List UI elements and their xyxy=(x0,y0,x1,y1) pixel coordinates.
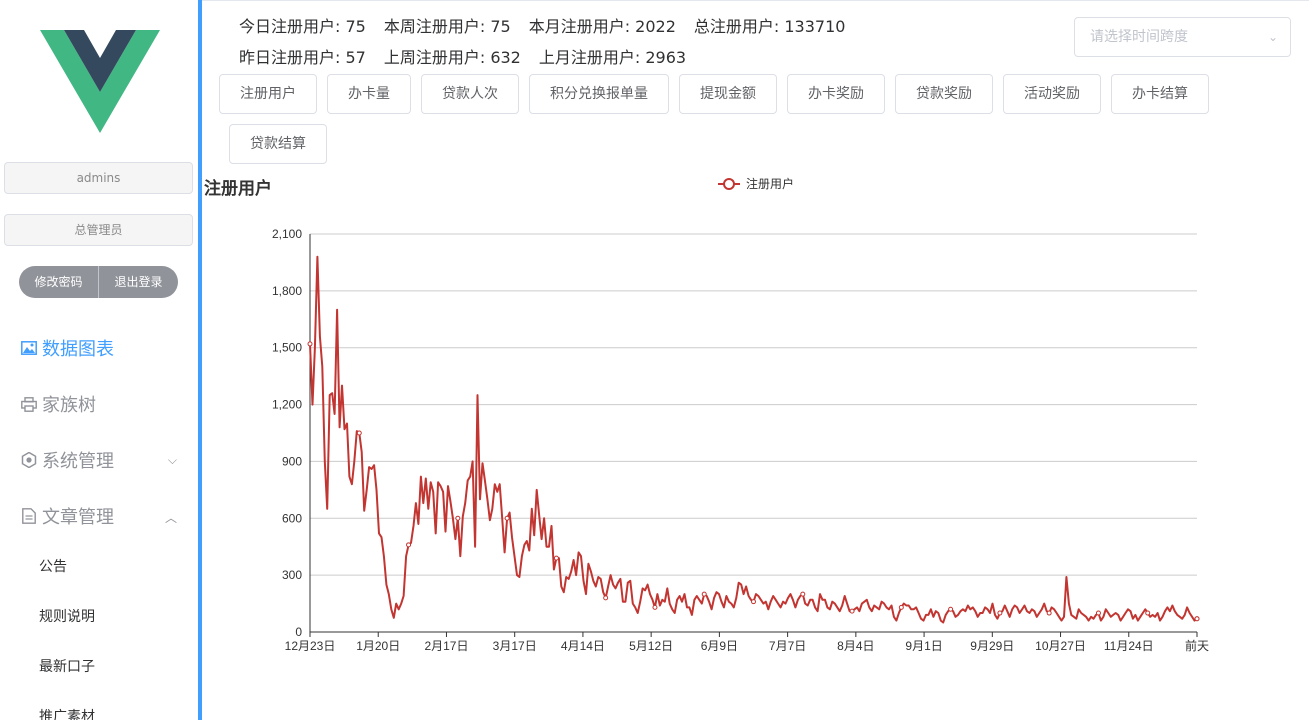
y-tick-label: 2,100 xyxy=(272,227,302,241)
top-divider xyxy=(202,0,1309,1)
stats-row-1: 今日注册用户: 75 本周注册用户: 75 本月注册用户: 2022 总注册用户: 1… xyxy=(239,13,863,37)
user-role-badge: 总管理员 xyxy=(4,214,193,246)
data-point[interactable] xyxy=(652,604,658,610)
data-point[interactable] xyxy=(307,341,313,347)
menu-item-charts[interactable]: 数据图表 xyxy=(20,333,185,363)
x-tick-label: 9月1日 xyxy=(905,639,942,653)
x-tick-label: 6月9日 xyxy=(701,639,738,653)
sub-item-announcement[interactable]: 公告 xyxy=(39,559,67,575)
printer-icon xyxy=(20,395,38,413)
data-point[interactable] xyxy=(1194,616,1200,622)
user-name-badge: admins xyxy=(4,162,193,194)
data-point[interactable] xyxy=(356,430,362,436)
tab-loan-settlement[interactable]: 贷款结算 xyxy=(229,124,327,164)
tab-points-exchange[interactable]: 积分兑换报单量 xyxy=(529,74,669,114)
legend-marker[interactable] xyxy=(723,178,735,190)
data-point[interactable] xyxy=(800,591,806,597)
y-tick-label: 600 xyxy=(282,511,302,525)
tab-loan-count[interactable]: 贷款人次 xyxy=(421,74,519,114)
y-tick-label: 1,200 xyxy=(272,398,302,412)
sub-item-materials[interactable]: 推广素材 xyxy=(39,709,95,720)
sub-item-latest[interactable]: 最新口子 xyxy=(39,659,95,675)
x-tick-label: 9月29日 xyxy=(970,639,1014,653)
x-tick-label: 11月24日 xyxy=(1104,639,1154,653)
sidebar-border xyxy=(198,0,202,720)
gear-icon xyxy=(20,451,38,469)
x-tick-label: 10月27日 xyxy=(1035,639,1086,653)
tab-card-count[interactable]: 办卡量 xyxy=(327,74,411,114)
account-button-group: 修改密码 退出登录 xyxy=(19,266,178,298)
y-tick-label: 0 xyxy=(295,625,302,639)
stat-today: 今日注册用户: 75 xyxy=(239,17,366,36)
chevron-up-icon: ︿ xyxy=(164,511,177,525)
data-point[interactable] xyxy=(1046,610,1052,616)
tab-loan-reward[interactable]: 贷款奖励 xyxy=(895,74,993,114)
tab-withdraw-amount[interactable]: 提现金额 xyxy=(679,74,777,114)
logout-button[interactable]: 退出登录 xyxy=(98,266,178,298)
x-tick-label: 4月14日 xyxy=(561,639,605,653)
data-point[interactable] xyxy=(751,599,756,605)
data-point[interactable] xyxy=(701,591,707,597)
menu-item-family-tree[interactable]: 家族树 xyxy=(20,389,185,419)
x-tick-label: 2月17日 xyxy=(424,639,468,653)
chart-title: 注册用户 xyxy=(204,179,272,199)
menu-item-label: 文章管理 xyxy=(42,507,114,528)
data-point[interactable] xyxy=(553,555,559,561)
chevron-down-icon: ⌵ xyxy=(167,453,177,467)
data-point[interactable] xyxy=(504,515,510,521)
time-range-select[interactable]: 请选择时间跨度 ⌄ xyxy=(1074,17,1291,57)
change-password-button[interactable]: 修改密码 xyxy=(34,275,83,289)
picture-icon xyxy=(20,339,38,357)
stat-last-month: 上月注册用户: 2963 xyxy=(538,48,687,67)
sub-item-rules[interactable]: 规则说明 xyxy=(39,609,95,625)
vue-logo-icon xyxy=(40,30,160,133)
stat-this-week: 本周注册用户: 75 xyxy=(383,17,511,36)
stat-last-week: 上周注册用户: 632 xyxy=(383,48,521,67)
data-point[interactable] xyxy=(603,595,609,601)
data-point[interactable] xyxy=(997,610,1003,616)
tab-activity-reward[interactable]: 活动奖励 xyxy=(1003,74,1101,114)
data-point[interactable] xyxy=(406,542,412,548)
x-tick-label: 12月23日 xyxy=(285,639,336,653)
y-tick-label: 900 xyxy=(282,454,302,468)
stat-this-month: 本月注册用户: 2022 xyxy=(528,17,676,36)
data-point[interactable] xyxy=(849,608,855,614)
data-point[interactable] xyxy=(1145,610,1151,616)
time-range-placeholder: 请选择时间跨度 xyxy=(1090,29,1188,45)
x-tick-label: 3月17日 xyxy=(493,639,537,653)
legend-label[interactable]: 注册用户 xyxy=(746,176,794,191)
menu-item-label: 系统管理 xyxy=(42,451,114,472)
data-point[interactable] xyxy=(1095,610,1101,616)
data-point[interactable] xyxy=(455,515,461,521)
stat-yesterday: 昨日注册用户: 57 xyxy=(239,48,366,67)
data-point[interactable] xyxy=(948,606,954,612)
tab-register-users[interactable]: 注册用户 xyxy=(219,74,317,114)
series-line-register-users xyxy=(309,255,1198,624)
chevron-down-icon: ⌄ xyxy=(1267,30,1278,44)
x-tick-label: 7月7日 xyxy=(769,639,806,653)
y-tick-label: 1,500 xyxy=(272,341,302,355)
tab-card-settlement[interactable]: 办卡结算 xyxy=(1111,74,1209,114)
stat-total: 总注册用户: 133710 xyxy=(693,17,846,36)
y-tick-label: 1,800 xyxy=(272,284,302,298)
data-point[interactable] xyxy=(898,604,904,610)
tab-card-reward[interactable]: 办卡奖励 xyxy=(787,74,885,114)
x-tick-label: 8月4日 xyxy=(837,639,874,653)
stats-row-2: 昨日注册用户: 57 上周注册用户: 632 上月注册用户: 2963 xyxy=(239,44,704,68)
menu-item-label: 家族树 xyxy=(42,395,96,416)
x-tick-label: 1月20日 xyxy=(356,639,400,653)
x-tick-label: 5月12日 xyxy=(629,639,673,653)
document-icon xyxy=(20,507,38,525)
menu-item-system[interactable]: 系统管理 ⌵ xyxy=(20,445,185,475)
x-tick-label: 前天 xyxy=(1185,638,1209,653)
line-chart: 0 300 600 900 1,200 1,500 1,800 2,100 12月23日 1月20… xyxy=(272,176,1209,653)
y-tick-label: 300 xyxy=(282,568,302,582)
menu-item-articles[interactable]: 文章管理 ︿ xyxy=(20,501,185,531)
sidebar: admins 总管理员 修改密码 退出登录 数据图表 家族树 系统管理 ⌵ xyxy=(0,0,198,720)
menu-item-label: 数据图表 xyxy=(42,339,114,360)
